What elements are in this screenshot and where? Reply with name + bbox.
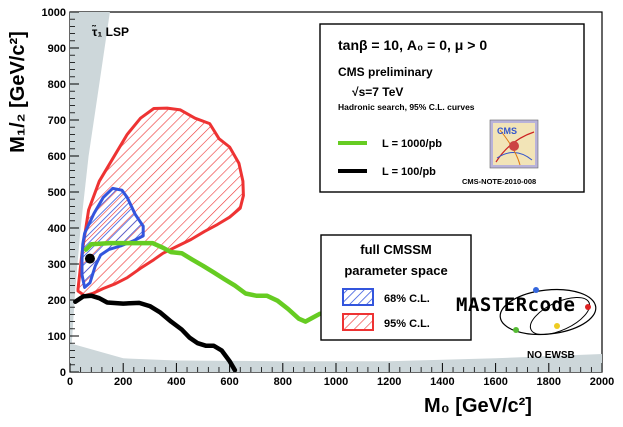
y-tick-label: 900 [48, 43, 66, 55]
excluded-region-1 [70, 343, 602, 372]
mastercode-logo: MASTERcode [456, 287, 597, 336]
x-tick-label: 400 [167, 376, 185, 388]
x-tick-label: 2000 [590, 376, 614, 388]
y-tick-label: 1000 [42, 7, 66, 19]
legend-swatch-95 [342, 313, 374, 331]
y-tick-label: 300 [48, 259, 66, 271]
y-tick-label: 400 [48, 223, 66, 235]
no-ewsb-label: NO EWSB [527, 350, 575, 361]
legend-label-1000: L = 1000/pb [382, 138, 442, 150]
legend-top: tanβ = 10, A₀ = 0, μ > 0 CMS preliminary… [319, 23, 585, 193]
legend-bottom-title-2: parameter space [344, 263, 447, 278]
legend-top-cms: CMS preliminary [338, 65, 433, 79]
legend-top-energy: √s=7 TeV [352, 85, 403, 99]
x-tick-label: 600 [220, 376, 238, 388]
y-tick-label: 600 [48, 151, 66, 163]
legend-top-title: tanβ = 10, A₀ = 0, μ > 0 [338, 37, 487, 53]
x-axis-label: M₀ [GeV/c²] [424, 395, 532, 417]
x-axis-label-text: M₀ [GeV/c²] [424, 395, 532, 417]
legend-label-68: 68% C.L. [384, 293, 430, 305]
y-tick-label: 200 [48, 295, 66, 307]
x-tick-label: 1000 [324, 376, 348, 388]
svg-text:CMS: CMS [497, 126, 517, 136]
legend-label-95: 95% C.L. [384, 318, 430, 330]
y-tick-label: 800 [48, 79, 66, 91]
stau-lsp-label: τ̃₁ LSP [91, 24, 129, 39]
y-tick-label: 0 [60, 367, 66, 379]
contour-95cl [76, 106, 245, 298]
best-fit-point [84, 253, 95, 264]
legend-label-100: L = 100/pb [382, 166, 436, 178]
x-tick-label: 1400 [430, 376, 454, 388]
x-tick-label: 1800 [537, 376, 561, 388]
x-tick-label: 800 [274, 376, 292, 388]
y-axis-label: M₁/₂ [GeV/c²] [7, 31, 29, 153]
mastercode-logo-text: MASTERcode [456, 294, 575, 316]
series-line-1 [73, 293, 238, 372]
y-tick-label: 100 [48, 331, 66, 343]
legend-top-subtitle: Hadronic search, 95% C.L. curves [338, 102, 475, 112]
legend-top-note: CMS-NOTE-2010-008 [462, 177, 536, 186]
cms-logo-icon: CMS [489, 119, 539, 169]
y-axis-label-text: M₁/₂ [GeV/c²] [7, 31, 29, 153]
y-tick-label: 700 [48, 115, 66, 127]
x-tick-label: 1600 [483, 376, 507, 388]
x-tick-label: 0 [67, 376, 73, 388]
series-line-0 [83, 240, 323, 324]
y-tick-label: 500 [48, 187, 66, 199]
legend-bottom-title-1: full CMSSM [360, 242, 432, 257]
legend-swatch-68 [342, 288, 374, 306]
x-tick-label: 1200 [377, 376, 401, 388]
legend-bottom: full CMSSM parameter space 68% C.L. 95% … [320, 234, 472, 341]
x-tick-label: 200 [114, 376, 132, 388]
excluded-region-0 [70, 12, 110, 372]
